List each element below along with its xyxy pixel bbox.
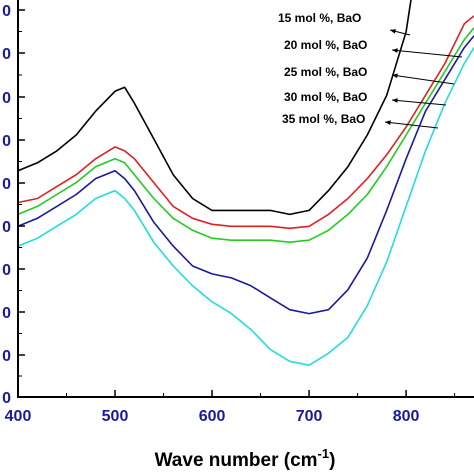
series-line: [17, 15, 474, 230]
x-tick-label: 800: [393, 408, 420, 425]
y-tick-label: 0: [2, 90, 11, 107]
y-tick-label: 0: [2, 3, 11, 20]
legend: 15 mol %, BaO 20 mol %, BaO 25 mol %, BaO 3…: [278, 11, 463, 129]
x-tick-label: 600: [199, 408, 226, 425]
legend-arrow-head: [385, 120, 391, 125]
legend-label: 25 mol %, BaO: [284, 65, 367, 79]
legend-arrow-head: [390, 29, 396, 34]
legend-label: 20 mol %, BaO: [284, 38, 367, 52]
y-tick-label: 0: [2, 262, 11, 279]
y-tick-label: 0: [2, 46, 11, 63]
series-line: [17, 35, 474, 315]
x-axis-title: Wave number (cm-1): [155, 446, 336, 471]
series-layer: [17, 0, 474, 366]
legend-arrow-line: [391, 99, 447, 106]
legend-arrow-line: [391, 74, 455, 85]
legend-arrow-line: [391, 49, 463, 58]
x-axis-title-main: Wave number (cm: [155, 450, 318, 471]
y-tick-label: 0: [2, 348, 11, 365]
y-tick-label: 0: [2, 219, 11, 236]
series-line: [17, 0, 412, 216]
legend-label: 30 mol %, BaO: [284, 90, 367, 104]
x-tick-label: 500: [102, 408, 129, 425]
x-tick-label: 700: [296, 408, 323, 425]
y-tick-label: 0: [2, 390, 11, 407]
legend-arrow-head: [392, 98, 398, 103]
legend-arrow-head: [392, 73, 398, 79]
x-tick-label: 400: [5, 408, 32, 425]
x-axis-title-sup: -1: [318, 446, 330, 461]
y-tick-label: 0: [2, 133, 11, 150]
axes: 400 500 600 700 800 0 0 0 0 0 0 0 0 0 0: [2, 0, 474, 425]
series-line: [17, 47, 474, 366]
legend-label: 15 mol %, BaO: [278, 11, 361, 25]
plot-frame: [17, 0, 474, 398]
y-tick-label: 0: [2, 176, 11, 193]
legend-arrow-line: [384, 121, 439, 129]
x-axis-title-close: ): [329, 450, 335, 471]
y-tick-label: 0: [2, 305, 11, 322]
legend-label: 35 mol %, BaO: [282, 112, 365, 126]
legend-arrow-head: [392, 48, 398, 53]
series-line: [17, 27, 474, 243]
